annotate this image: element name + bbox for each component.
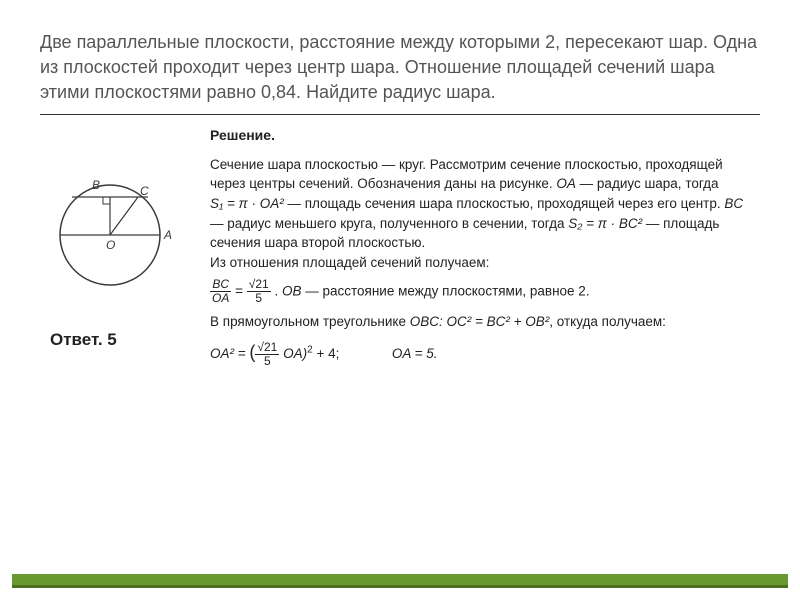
svg-text:A: A xyxy=(163,228,172,242)
paragraph-2: S₁ = π · OA² — площадь сечения шара плос… xyxy=(210,194,760,253)
divider xyxy=(40,114,760,115)
answer-value: 5 xyxy=(107,330,116,349)
svg-text:C: C xyxy=(140,184,149,198)
fraction-sqrt21-5: √21 5 xyxy=(247,278,271,305)
bottom-accent-bar xyxy=(12,574,788,588)
problem-statement: Две параллельные плоскости, расстояние м… xyxy=(40,30,760,106)
content-row: B C A O Ответ. 5 Решение. Сечение шара плос… xyxy=(40,125,760,369)
paragraph-1: Сечение шара плоскостью — круг. Рассмотр… xyxy=(210,155,760,194)
svg-text:B: B xyxy=(92,178,100,192)
sphere-diagram: B C A O xyxy=(50,175,210,300)
svg-text:O: O xyxy=(106,238,115,252)
solution-body: Решение. Сечение шара плоскостью — круг.… xyxy=(210,125,760,369)
solution-title: Решение. xyxy=(210,125,760,145)
ratio-equation: BC OA = √21 5 . OB — расстояние между пл… xyxy=(210,278,760,305)
paragraph-3: Из отношения площадей сечений получаем: xyxy=(210,253,760,273)
paragraph-5: В прямоугольном треугольнике OBC: OC² = … xyxy=(210,312,760,332)
answer-label: Ответ. xyxy=(50,330,107,349)
fraction-bc-oa: BC OA xyxy=(210,278,231,305)
answer: Ответ. 5 xyxy=(50,330,210,350)
fraction-sqrt21-5-b: √21 5 xyxy=(255,341,279,368)
final-equation: OA² = ( √21 5 OA)2 + 4; OA = 5. xyxy=(210,339,760,368)
